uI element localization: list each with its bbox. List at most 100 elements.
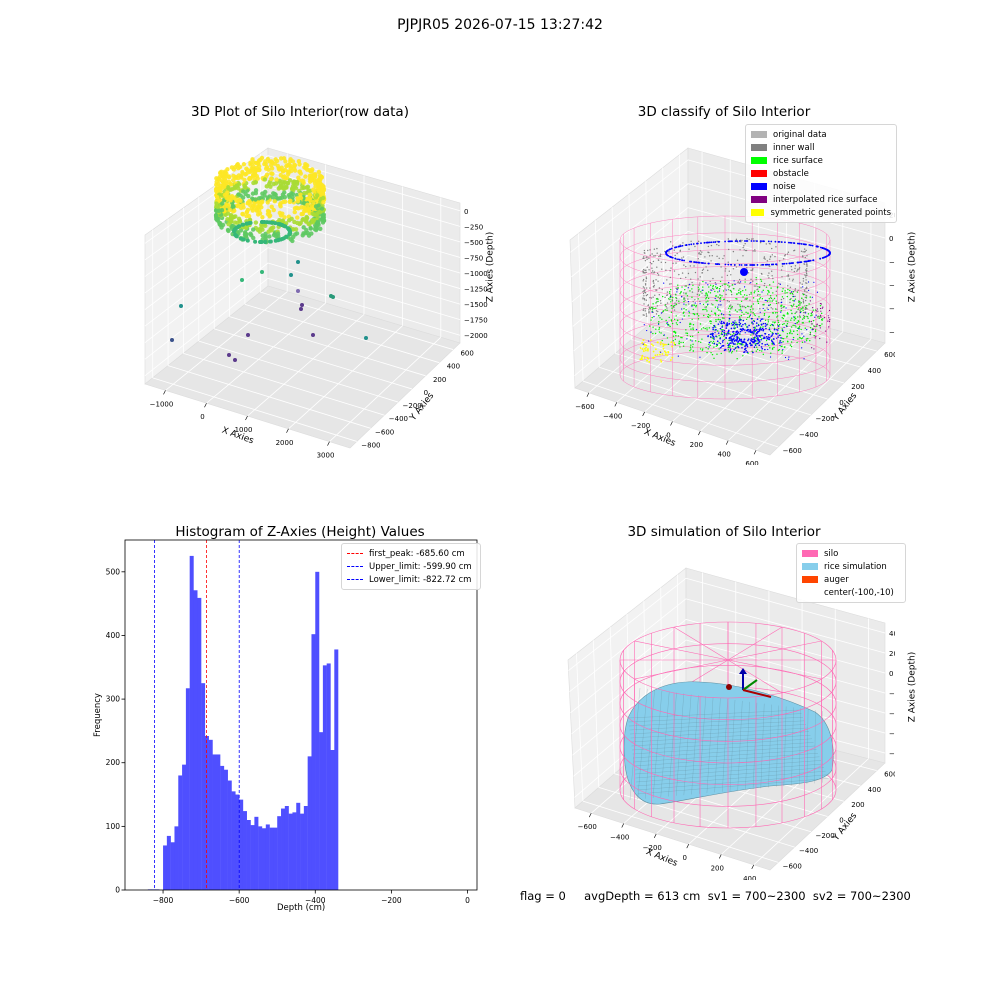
classify-noise-point (760, 318, 763, 321)
classify-inner-wall-point (790, 297, 792, 300)
classify-noise-point (704, 262, 706, 265)
x-tick-label: −600 (578, 823, 597, 831)
y-tick-label: −200 (403, 402, 422, 410)
simulation-mesh-line (633, 749, 817, 763)
raw-data-point (266, 229, 271, 234)
classify-rice-surface-point (790, 304, 792, 307)
classify-inner-wall-point (752, 250, 754, 252)
classify-inner-wall-point (643, 291, 646, 293)
histogram-bar (319, 732, 324, 890)
classify-inner-wall-point (647, 249, 649, 252)
x-tick-label: 2000 (276, 439, 294, 447)
classify-rice-surface-point (672, 305, 675, 308)
classify-inner-wall-point (718, 244, 720, 247)
classify-rice-surface-point (652, 326, 654, 328)
raw-data-point (269, 159, 274, 164)
classify-rice-surface-point (789, 292, 792, 295)
classify-rice-surface-point (807, 317, 809, 320)
classify-symmetric-point (642, 350, 645, 352)
classify-rice-surface-point (789, 289, 791, 292)
classify-inner-wall-point (643, 256, 645, 258)
classify-noise-point (752, 342, 754, 344)
x-tick (327, 441, 330, 446)
classify-inner-wall-point (730, 274, 732, 276)
classify-noise-point (744, 329, 746, 331)
classify-inner-wall-point (782, 258, 785, 260)
classify-rice-surface-point (739, 333, 741, 336)
classify-inner-wall-point (646, 258, 648, 260)
classify-symmetric-point (646, 356, 649, 359)
classify-noise-point (764, 325, 767, 327)
classify-3d-plot[interactable]: −600−400−20002004006006004002000−200−400… (565, 140, 895, 465)
raw-data-point (309, 231, 314, 236)
classify-rice-surface-point (702, 327, 705, 329)
legend-swatch (751, 196, 767, 203)
raw-data-point (238, 174, 244, 179)
classify-inner-wall-point (776, 308, 778, 311)
classify-noise-point (742, 327, 744, 330)
raw-data-point (319, 174, 324, 180)
classify-rice-surface-point (793, 303, 795, 305)
x-tick (286, 428, 289, 433)
classify-inner-wall-point (666, 307, 668, 309)
classify-noise-point (702, 262, 705, 264)
classify-noise-point (745, 342, 748, 345)
classify-inner-wall-point (787, 251, 790, 253)
raw-data-point (277, 196, 283, 201)
classify-noise-point (781, 329, 784, 332)
classify-rice-surface-point (744, 289, 747, 291)
classify-inner-wall-point (653, 284, 655, 287)
classify-interpolated-point (815, 310, 817, 312)
classify-rice-surface-point (747, 305, 749, 307)
simulation-mesh-line (637, 778, 829, 795)
classify-inner-wall-point (694, 299, 696, 301)
classify-symmetric-point (652, 356, 655, 359)
classify-rice-surface-point (746, 297, 748, 300)
classify-symmetric-point (663, 343, 666, 346)
classify-rice-surface-point (754, 327, 756, 330)
classify-interpolated-point (820, 314, 822, 317)
classify-noise-point (814, 316, 816, 318)
classify-interpolated-point (810, 320, 812, 323)
simulation-mesh-line (628, 713, 802, 723)
y-tick-label: 600 (884, 771, 895, 779)
classify-rice-surface-point (773, 297, 776, 300)
classify-rice-surface-point (675, 315, 677, 317)
classify-rice-surface-point (781, 323, 784, 326)
classify-inner-wall-point (666, 302, 669, 304)
simulation-3d-plot[interactable]: −600−400−20002004006004002000−200−400−60… (565, 560, 895, 880)
classify-inner-wall-point (756, 289, 758, 291)
raw-data-point (236, 192, 241, 197)
raw-data-point (248, 162, 253, 167)
classify-inner-wall-point (728, 270, 731, 272)
y-tick-label: 200 (433, 376, 446, 384)
classify-inner-wall-point (678, 302, 680, 305)
classify-rice-surface-point (665, 319, 667, 322)
classify-rice-surface-point (759, 297, 762, 299)
classify-inner-wall-point (651, 270, 654, 272)
histogram-bar (261, 828, 266, 890)
classify-rice-surface-point (769, 347, 771, 349)
classify-rice-surface-point (777, 349, 780, 352)
x-tick-label: 200 (690, 441, 703, 449)
classify-rice-surface-point (798, 325, 801, 328)
classify-rice-surface-point (728, 286, 730, 288)
raw-3d-plot[interactable]: −100001000200030006004002000−200−400−600… (140, 140, 500, 460)
classify-rice-surface-point (749, 315, 751, 317)
raw-data-point (214, 201, 219, 206)
classify-inner-wall-point (727, 261, 729, 263)
classify-inner-wall-point (645, 315, 648, 317)
classify-noise-point (753, 346, 756, 348)
classify-rice-surface-point (750, 334, 752, 336)
x-tick-label: −400 (610, 834, 629, 842)
histogram-bar (208, 739, 213, 890)
classify-rice-surface-point (674, 332, 677, 334)
classify-inner-wall-point (752, 238, 754, 240)
classify-rice-surface-point (718, 342, 720, 344)
classify-noise-point (734, 333, 737, 336)
classify-rice-surface-point (729, 333, 732, 336)
classify-rice-surface-point (791, 312, 793, 314)
x-tick (725, 440, 729, 445)
classify-inner-wall-point (799, 309, 801, 311)
